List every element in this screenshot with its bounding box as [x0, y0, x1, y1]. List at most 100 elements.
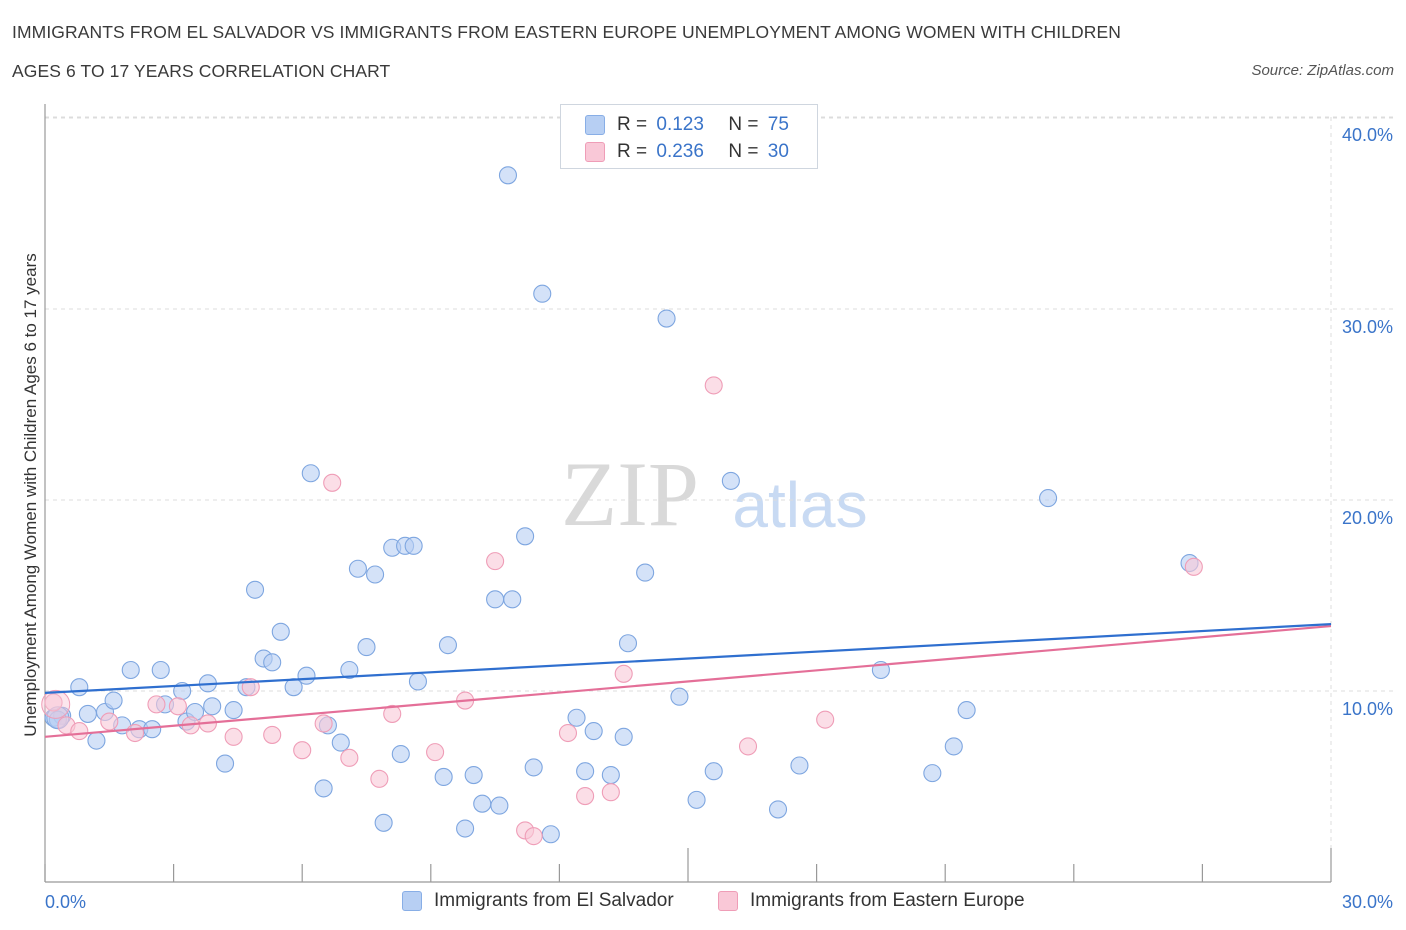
point-el-salvador — [486, 590, 505, 609]
point-el-salvador — [404, 536, 423, 555]
point-eastern-europe — [738, 737, 758, 756]
legend-r-label: R = — [617, 141, 648, 162]
bottom-legend-swatch-pink — [718, 891, 738, 911]
point-el-salvador — [263, 653, 282, 672]
legend-r-label: R = — [617, 114, 648, 135]
legend-swatch-blue — [585, 115, 605, 135]
point-el-salvador — [790, 756, 809, 775]
point-el-salvador — [297, 666, 316, 685]
point-el-salvador — [687, 790, 706, 809]
point-el-salvador — [374, 813, 393, 832]
point-eastern-europe — [147, 695, 166, 714]
trend-lines — [44, 623, 1332, 738]
point-el-salvador — [601, 765, 620, 785]
point-eastern-europe — [340, 748, 359, 767]
point-eastern-europe — [383, 704, 402, 723]
legend-swatch-pink — [585, 142, 605, 162]
point-el-salvador — [541, 825, 560, 844]
point-el-salvador — [301, 464, 320, 483]
point-eastern-europe — [370, 769, 389, 788]
y-axis-label: Unemployment Among Women with Children A… — [21, 253, 40, 737]
point-eastern-europe — [100, 712, 119, 731]
point-el-salvador — [245, 580, 265, 599]
point-el-salvador — [721, 471, 740, 490]
point-el-salvador — [215, 754, 235, 773]
trend-line-el-salvador — [44, 623, 1332, 695]
x-tick-label: 0.0% — [45, 892, 86, 912]
bottom-legend-label-pink: Immigrants from Eastern Europe — [750, 890, 1025, 911]
point-eastern-europe — [614, 664, 633, 683]
watermark: ZIP atlas — [561, 443, 868, 545]
bottom-legend-eastern-europe: Immigrants from Eastern Europe — [718, 890, 1025, 912]
point-el-salvador — [584, 722, 603, 741]
point-eastern-europe — [314, 714, 333, 733]
point-eastern-europe — [576, 786, 595, 806]
legend-n-value: 30 — [767, 141, 789, 162]
point-eastern-europe — [41, 689, 71, 719]
point-eastern-europe — [44, 693, 63, 712]
point-el-salvador — [340, 660, 359, 680]
point-el-salvador — [490, 796, 509, 815]
point-eastern-europe — [816, 710, 835, 729]
point-eastern-europe — [293, 741, 312, 760]
legend-n-label: N = — [728, 141, 759, 162]
point-eastern-europe — [224, 727, 243, 746]
point-eastern-europe — [125, 723, 145, 743]
bottom-legend-swatch-blue — [402, 891, 422, 911]
legend-r-value: 0.123 — [656, 114, 704, 135]
point-el-salvador — [271, 622, 290, 641]
point-el-salvador — [923, 764, 942, 783]
point-el-salvador — [224, 701, 243, 720]
point-eastern-europe — [486, 552, 505, 571]
point-el-salvador — [391, 744, 410, 764]
legend-row-eastern-europe: R = 0.236 N = 30 — [585, 140, 789, 164]
point-el-salvador — [366, 565, 385, 584]
point-eastern-europe — [168, 697, 187, 716]
point-eastern-europe — [263, 725, 282, 744]
point-el-salvador — [151, 660, 170, 680]
point-el-salvador — [473, 794, 492, 813]
point-el-salvador — [348, 559, 367, 578]
axes — [44, 104, 1332, 883]
chart-title-line2: AGES 6 TO 17 YEARS CORRELATION CHART — [12, 61, 391, 81]
point-eastern-europe — [70, 722, 89, 741]
point-el-salvador — [357, 638, 376, 657]
point-eastern-europe — [426, 743, 445, 762]
watermark-zip: ZIP — [561, 443, 699, 545]
point-el-salvador — [203, 697, 222, 716]
watermark-atlas: atlas — [732, 469, 867, 541]
x-tick-label: 30.0% — [1342, 892, 1393, 912]
point-el-salvador — [614, 727, 633, 746]
point-el-salvador — [434, 767, 453, 787]
point-eastern-europe — [524, 827, 543, 846]
point-el-salvador — [438, 636, 457, 655]
legend-n-value: 75 — [767, 114, 789, 135]
point-el-salvador — [104, 691, 123, 710]
point-eastern-europe — [1184, 557, 1203, 576]
point-el-salvador — [567, 708, 586, 727]
point-el-salvador — [636, 563, 655, 582]
bottom-legend-el-salvador: Immigrants from El Salvador — [402, 890, 674, 912]
y-tick-label: 30.0% — [1342, 317, 1393, 337]
stats-legend: R = 0.123 N = 75 R = 0.236 N = 30 — [560, 104, 818, 169]
point-el-salvador — [87, 731, 106, 750]
point-el-salvador — [524, 758, 543, 777]
trend-line-eastern-europe — [44, 624, 1332, 738]
point-el-salvador — [408, 672, 427, 691]
y-tick-label: 10.0% — [1342, 699, 1393, 719]
point-el-salvador — [944, 737, 963, 756]
point-eastern-europe — [601, 783, 620, 802]
point-el-salvador — [70, 678, 89, 697]
y-tick-label: 20.0% — [1342, 508, 1393, 528]
point-el-salvador — [657, 309, 676, 328]
source-label: Source: ZipAtlas.com — [1251, 62, 1394, 79]
point-el-salvador — [503, 590, 522, 609]
point-el-salvador — [121, 660, 140, 680]
point-el-salvador — [331, 733, 350, 752]
point-el-salvador — [670, 687, 689, 706]
legend-n-label: N = — [728, 114, 759, 135]
point-el-salvador — [516, 527, 535, 546]
point-el-salvador — [498, 166, 518, 185]
legend-r-value: 0.236 — [656, 141, 704, 162]
